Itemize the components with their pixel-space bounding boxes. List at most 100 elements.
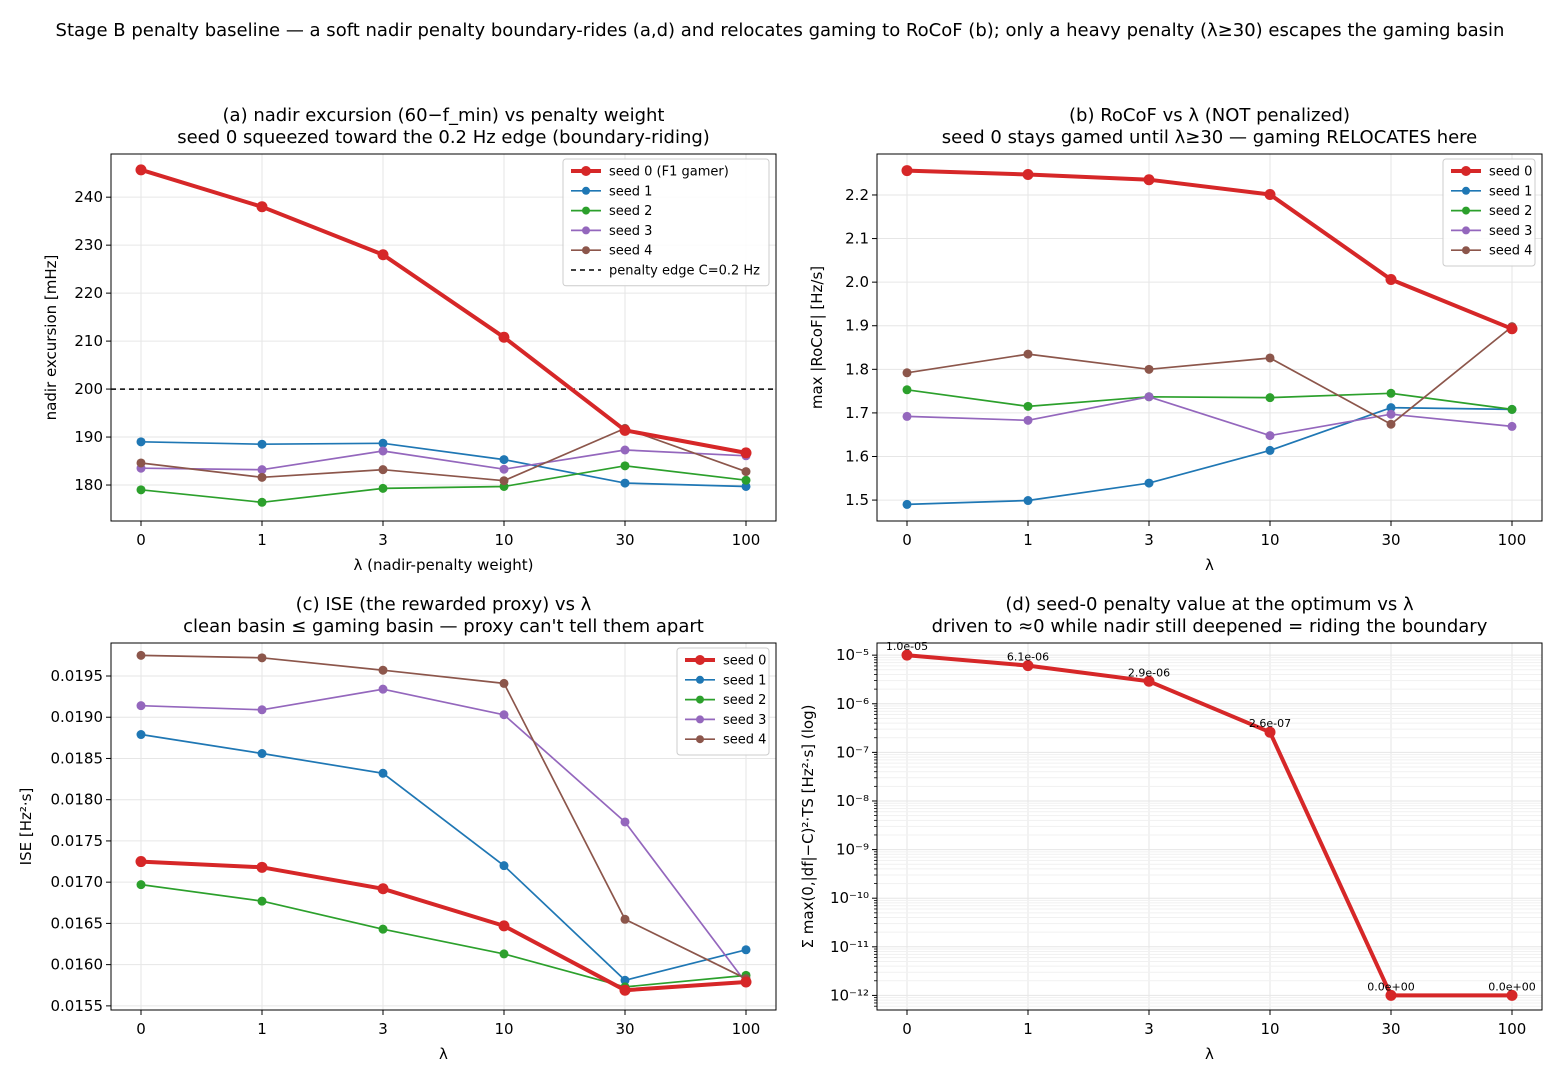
data-point [1386,388,1396,398]
data-point [257,439,267,449]
data-point [741,475,751,485]
data-point [741,467,751,477]
legend-label: seed 3 [609,224,652,239]
data-point [378,924,388,934]
y-axis-label: ISE [Hz²·s] [17,788,35,866]
data-label: 0.0e+00 [1367,980,1414,993]
x-tick-label: 100 [732,531,761,549]
data-point [378,684,388,694]
data-point [740,447,752,459]
data-point [1386,403,1396,413]
data-point [1144,478,1154,488]
data-point [1144,364,1154,374]
y-tick-label: 0.0195 [51,667,104,685]
data-label: 2.9e-06 [1128,666,1170,679]
chart-title: (d) seed-0 penalty value at the optimum … [1005,594,1414,615]
x-axis-label: λ (nadir-penalty weight) [353,556,533,574]
y-tick-label: 1.8 [845,360,869,378]
y-tick-label: 10⁻¹² [830,986,869,1004]
data-point [1385,989,1397,1001]
y-tick-label: 0.0170 [51,873,104,891]
series-line [140,733,747,982]
x-tick-label: 100 [732,1020,761,1038]
legend-marker [696,735,704,744]
data-point [499,455,509,465]
data-point [378,483,388,493]
data-point [1265,445,1275,455]
data-point [136,880,146,890]
y-tick-label: 10⁻⁹ [836,841,869,859]
legend-label: seed 4 [609,244,652,259]
y-tick-label: 0.0175 [51,832,104,850]
data-point [1265,431,1275,441]
x-tick-label: 30 [615,1020,634,1038]
data-label: 1.0e-05 [886,640,928,653]
chart-b: 1.5 1.6 1.7 1.8 1.9 2.0 2.1 2.2 0 1 3 10 30 100 (b) Ro… [808,105,1543,574]
x-tick-label: 0 [902,531,912,549]
series-line [140,449,747,471]
data-point [1264,189,1276,201]
y-axis-label: nadir excursion [mHz] [42,255,60,421]
y-tick-label: 0.0180 [51,791,104,809]
chart-title: (a) nadir excursion (60−f_min) vs penalt… [223,105,665,126]
legend-box [676,647,770,756]
x-tick-label: 30 [615,531,634,549]
series-line [140,654,747,980]
series-line [140,883,747,988]
y-tick-label: 1.5 [845,491,869,509]
data-point [257,896,267,906]
legend-label: seed 3 [723,713,766,728]
y-tick-label: 1.6 [845,447,869,465]
y-tick-label: 0.0160 [51,956,104,974]
data-point [740,976,752,988]
y-tick-label: 230 [74,236,103,254]
legend-label: seed 0 (F1 gamer) [609,165,729,180]
data-point [257,465,267,475]
data-label: 2.6e-07 [1249,717,1291,730]
chart-title: (b) RoCoF vs λ (NOT penalized) [1069,105,1350,126]
chart-c: 0.0155 0.0160 0.0165 0.0170 0.0175 0.0180 0.01… [17,594,777,1063]
x-tick-label: 0 [136,531,146,549]
data-point [901,165,913,177]
data-point [377,883,389,895]
x-axis-label: λ [1205,1045,1214,1063]
x-tick-label: 10 [494,531,513,549]
data-point [1386,409,1396,419]
data-point [1023,496,1033,506]
x-tick-label: 100 [1498,1020,1527,1038]
y-tick-label: 1.7 [845,404,869,422]
y-axis-label: Σ max(0,|df|−C)²·TS [Hz²·s] (log) [799,705,817,949]
y-tick-label: 210 [74,332,103,350]
y-tick-label: 240 [74,188,103,206]
chart-a: 180 190 200 210 220 230 240 0 1 3 10 30 100 (a) nadir… [42,105,777,574]
data-point [498,331,510,343]
data-point [741,481,751,491]
data-point [257,472,267,482]
data-point [902,385,912,395]
legend-label: seed 4 [1489,244,1532,259]
y-tick-label: 0.0165 [51,914,104,932]
data-point [136,458,146,468]
data-point [377,249,389,261]
data-point [136,437,146,447]
data-point [619,984,631,996]
data-point [1507,404,1517,414]
y-tick-label: 10⁻⁷ [836,743,869,761]
data-point [1265,393,1275,403]
x-tick-label: 1 [1023,1020,1033,1038]
chart-subtitle: driven to ≈0 while nadir still deepened … [932,616,1488,637]
series-line [906,325,1513,426]
chart-subtitle: seed 0 squeezed toward the 0.2 Hz edge (… [177,127,710,148]
y-tick-label: 2.0 [845,273,869,291]
data-point [902,411,912,421]
data-point [498,920,510,932]
x-tick-label: 1 [1023,531,1033,549]
data-point [620,445,630,455]
x-axis-label: λ [1205,556,1214,574]
legend-marker [582,206,590,215]
legend-marker [695,655,705,665]
plot-frame [876,642,1543,1011]
series-line [906,395,1513,437]
data-point [257,705,267,715]
